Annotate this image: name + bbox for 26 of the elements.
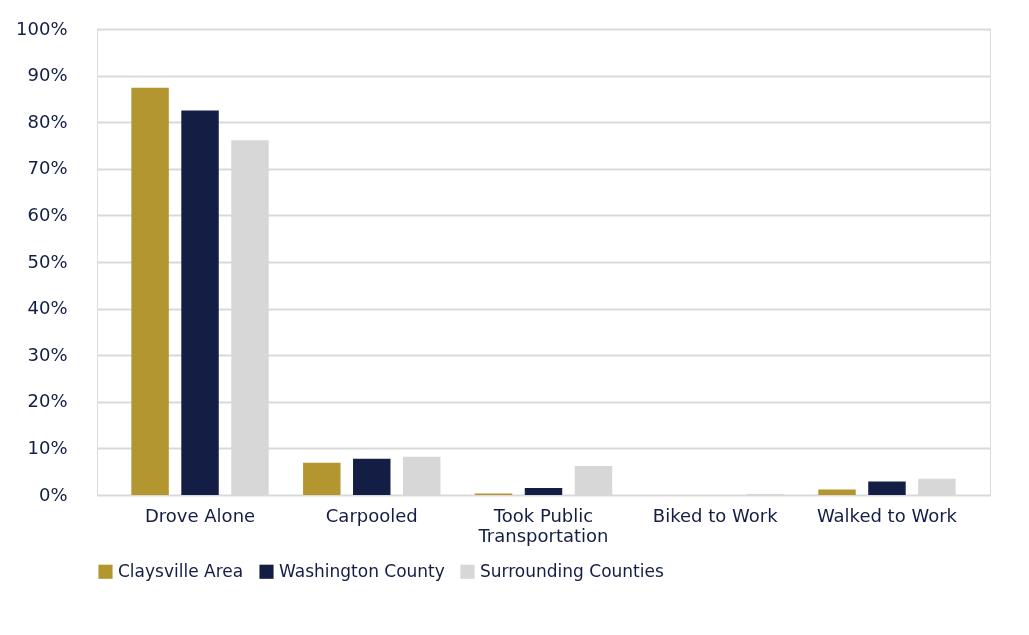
bar — [524, 488, 563, 495]
y-tick-label: 30% — [27, 343, 68, 365]
bar — [818, 489, 856, 495]
legend-label: Claysville Area — [118, 560, 244, 581]
x-tick-label: Took Public Transportation — [477, 504, 609, 546]
y-tick-label: 20% — [27, 390, 68, 412]
y-tick-label: 10% — [27, 436, 68, 458]
x-tick-label: Carpooled — [325, 504, 418, 526]
y-tick-label: 40% — [27, 297, 68, 319]
y-tick-label: 70% — [27, 157, 68, 179]
bar — [181, 110, 219, 495]
x-tick-label: Biked to Work — [652, 504, 779, 526]
x-tick-label: Walked to Work — [816, 504, 958, 526]
bar — [868, 481, 906, 495]
bar — [131, 87, 169, 495]
y-tick-label: 60% — [27, 203, 68, 225]
y-tick-label: 80% — [27, 110, 68, 132]
y-tick-label: 90% — [27, 64, 68, 86]
x-tick-label: Drove Alone — [144, 504, 256, 526]
bar — [353, 458, 391, 495]
legend-label: Washington County — [279, 560, 445, 581]
legend-label: Surrounding Counties — [480, 560, 664, 581]
y-tick-label: 0% — [38, 483, 68, 505]
y-tick-label: 100% — [16, 17, 68, 39]
y-tick-label: 50% — [27, 250, 68, 272]
bar — [303, 462, 341, 495]
